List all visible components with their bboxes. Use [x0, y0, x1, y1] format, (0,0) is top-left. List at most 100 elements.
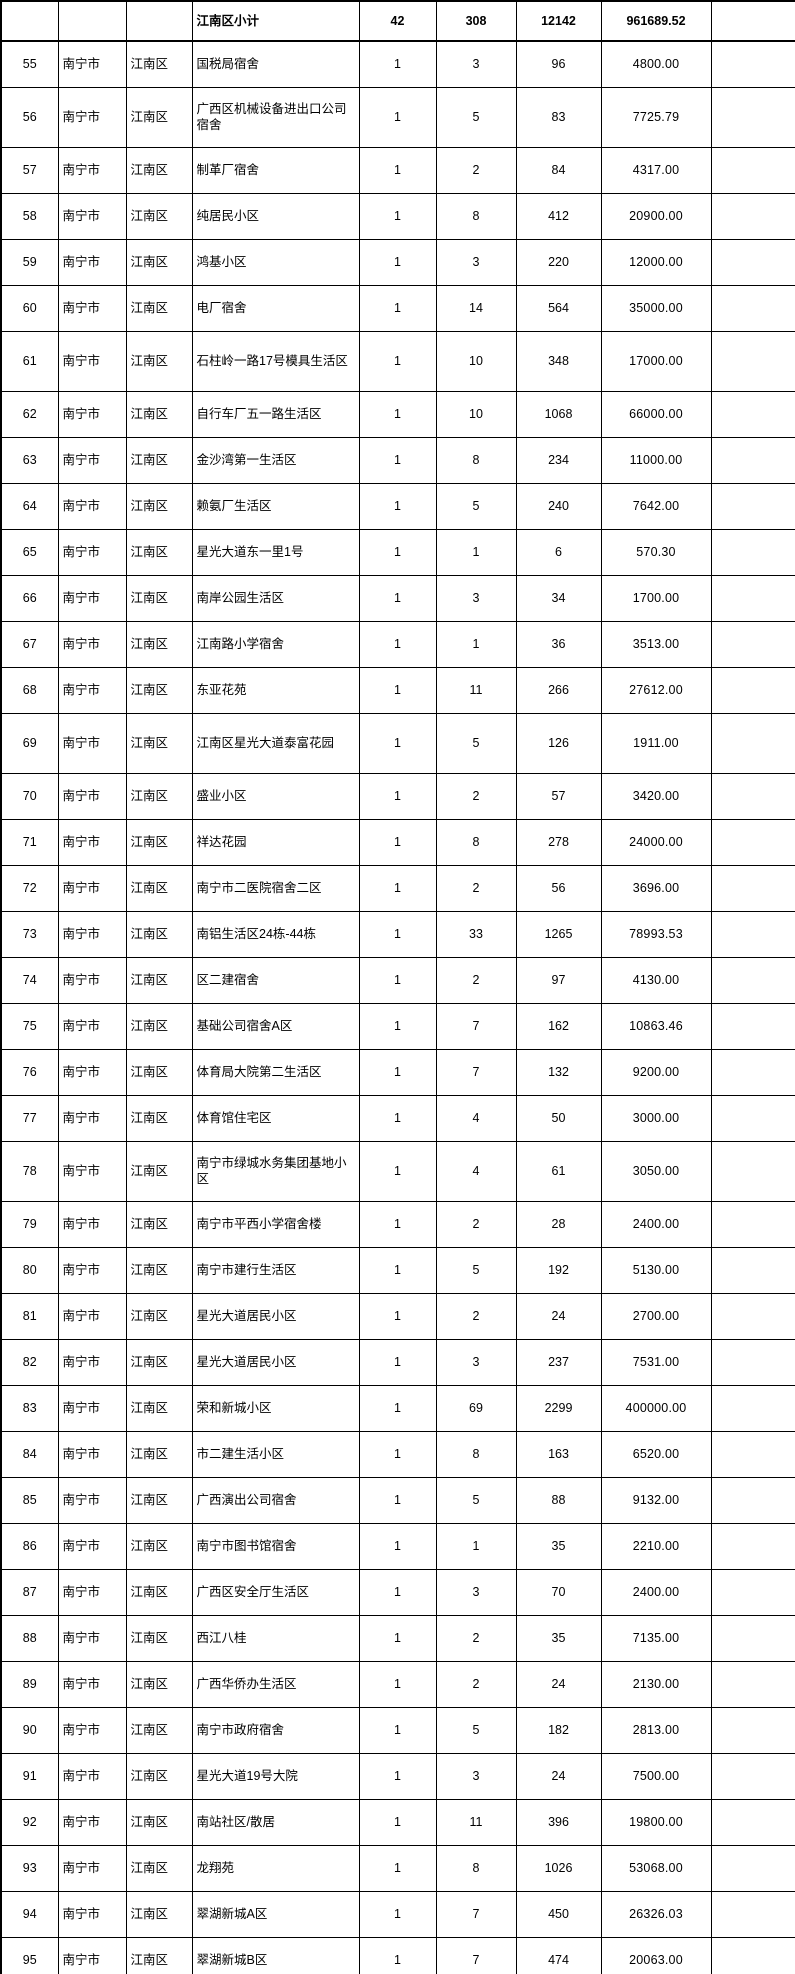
row-name-cell: 江南区星光大道泰富花园: [191, 712, 360, 774]
row-n1-cell: 1: [358, 1140, 437, 1202]
row-n1-cell: 1: [358, 436, 437, 484]
row-name-cell: 金沙湾第一生活区: [191, 436, 360, 484]
table-row[interactable]: 88 南宁市 江南区 西江八桂 1 2 35 7135.00: [0, 1614, 795, 1662]
table-row[interactable]: 61 南宁市 江南区 石柱岭一路17号模具生活区 1 10 348 17000.00: [0, 330, 795, 392]
row-name-cell: 星光大道居民小区: [191, 1338, 360, 1386]
row-district-cell: 江南区: [125, 284, 193, 332]
table-row[interactable]: 73 南宁市 江南区 南铝生活区24栋-44栋 1 33 1265 78993.53: [0, 910, 795, 958]
row-city-cell: 南宁市: [57, 1706, 127, 1754]
row-amount-cell: 35000.00: [600, 284, 712, 332]
table-row[interactable]: 81 南宁市 江南区 星光大道居民小区 1 2 24 2700.00: [0, 1292, 795, 1340]
row-district-cell: 江南区: [125, 1476, 193, 1524]
table-row[interactable]: 95 南宁市 江南区 翠湖新城B区 1 7 474 20063.00: [0, 1936, 795, 1974]
row-district-cell: 江南区: [125, 40, 193, 88]
row-district-cell: 江南区: [125, 1338, 193, 1386]
row-index-cell: 90: [0, 1706, 59, 1754]
row-amount-cell: 11000.00: [600, 436, 712, 484]
row-note-cell: [710, 390, 795, 438]
row-city-cell: 南宁市: [57, 482, 127, 530]
row-amount-cell: 2400.00: [600, 1568, 712, 1616]
table-row[interactable]: 59 南宁市 江南区 鸿基小区 1 3 220 12000.00: [0, 238, 795, 286]
row-n2-cell: 3: [435, 1568, 517, 1616]
row-amount-cell: 570.30: [600, 528, 712, 576]
table-row[interactable]: 60 南宁市 江南区 电厂宿舍 1 14 564 35000.00: [0, 284, 795, 332]
subtotal-note-cell: [710, 0, 795, 42]
table-row[interactable]: 65 南宁市 江南区 星光大道东一里1号 1 1 6 570.30: [0, 528, 795, 576]
table-row[interactable]: 63 南宁市 江南区 金沙湾第一生活区 1 8 234 11000.00: [0, 436, 795, 484]
table-row[interactable]: 75 南宁市 江南区 基础公司宿舍A区 1 7 162 10863.46: [0, 1002, 795, 1050]
table-row[interactable]: 56 南宁市 江南区 广西区机械设备进出口公司宿舍 1 5 83 7725.79: [0, 86, 795, 148]
table-row[interactable]: 82 南宁市 江南区 星光大道居民小区 1 3 237 7531.00: [0, 1338, 795, 1386]
row-n1-cell: 1: [358, 1476, 437, 1524]
row-n1-cell: 1: [358, 864, 437, 912]
table-row[interactable]: 83 南宁市 江南区 荣和新城小区 1 69 2299 400000.00: [0, 1384, 795, 1432]
row-index-cell: 71: [0, 818, 59, 866]
table-row[interactable]: 87 南宁市 江南区 广西区安全厅生活区 1 3 70 2400.00: [0, 1568, 795, 1616]
row-name-cell: 南宁市绿城水务集团基地小区: [191, 1140, 360, 1202]
row-name-cell: 广西区安全厅生活区: [191, 1568, 360, 1616]
table-row[interactable]: 57 南宁市 江南区 制革厂宿舍 1 2 84 4317.00: [0, 146, 795, 194]
row-district-cell: 江南区: [125, 864, 193, 912]
row-amount-cell: 4130.00: [600, 956, 712, 1004]
table-row[interactable]: 62 南宁市 江南区 自行车厂五一路生活区 1 10 1068 66000.00: [0, 390, 795, 438]
row-city-cell: 南宁市: [57, 86, 127, 148]
table-row[interactable]: 80 南宁市 江南区 南宁市建行生活区 1 5 192 5130.00: [0, 1246, 795, 1294]
row-name-cell: 市二建生活小区: [191, 1430, 360, 1478]
row-city-cell: 南宁市: [57, 910, 127, 958]
row-city-cell: 南宁市: [57, 1002, 127, 1050]
row-note-cell: [710, 1798, 795, 1846]
row-district-cell: 江南区: [125, 666, 193, 714]
table-row[interactable]: 74 南宁市 江南区 区二建宿舍 1 2 97 4130.00: [0, 956, 795, 1004]
table-row[interactable]: 91 南宁市 江南区 星光大道19号大院 1 3 24 7500.00: [0, 1752, 795, 1800]
row-name-cell: 南铝生活区24栋-44栋: [191, 910, 360, 958]
row-district-cell: 江南区: [125, 1048, 193, 1096]
table-row[interactable]: 71 南宁市 江南区 祥达花园 1 8 278 24000.00: [0, 818, 795, 866]
row-n3-cell: 35: [515, 1522, 602, 1570]
row-district-cell: 江南区: [125, 482, 193, 530]
table-row[interactable]: 68 南宁市 江南区 东亚花苑 1 11 266 27612.00: [0, 666, 795, 714]
table-row[interactable]: 66 南宁市 江南区 南岸公园生活区 1 3 34 1700.00: [0, 574, 795, 622]
table-row[interactable]: 64 南宁市 江南区 赖氨厂生活区 1 5 240 7642.00: [0, 482, 795, 530]
row-n2-cell: 2: [435, 1660, 517, 1708]
row-n2-cell: 8: [435, 1844, 517, 1892]
table-row[interactable]: 70 南宁市 江南区 盛业小区 1 2 57 3420.00: [0, 772, 795, 820]
row-n3-cell: 36: [515, 620, 602, 668]
row-amount-cell: 400000.00: [600, 1384, 712, 1432]
row-n2-cell: 7: [435, 1936, 517, 1974]
table-row[interactable]: 76 南宁市 江南区 体育局大院第二生活区 1 7 132 9200.00: [0, 1048, 795, 1096]
row-n3-cell: 412: [515, 192, 602, 240]
row-name-cell: 赖氨厂生活区: [191, 482, 360, 530]
table-row[interactable]: 92 南宁市 江南区 南站社区/散居 1 11 396 19800.00: [0, 1798, 795, 1846]
row-amount-cell: 53068.00: [600, 1844, 712, 1892]
table-row[interactable]: 79 南宁市 江南区 南宁市平西小学宿舍楼 1 2 28 2400.00: [0, 1200, 795, 1248]
subtotal-name-cell: 江南区小计: [191, 0, 360, 42]
row-district-cell: 江南区: [125, 818, 193, 866]
table-row[interactable]: 89 南宁市 江南区 广西华侨办生活区 1 2 24 2130.00: [0, 1660, 795, 1708]
table-row[interactable]: 94 南宁市 江南区 翠湖新城A区 1 7 450 26326.03: [0, 1890, 795, 1938]
row-n1-cell: 1: [358, 1844, 437, 1892]
row-n1-cell: 1: [358, 1292, 437, 1340]
table-row[interactable]: 58 南宁市 江南区 纯居民小区 1 8 412 20900.00: [0, 192, 795, 240]
table-row[interactable]: 85 南宁市 江南区 广西演出公司宿舍 1 5 88 9132.00: [0, 1476, 795, 1524]
table-row[interactable]: 77 南宁市 江南区 体育馆住宅区 1 4 50 3000.00: [0, 1094, 795, 1142]
table-row[interactable]: 90 南宁市 江南区 南宁市政府宿舍 1 5 182 2813.00: [0, 1706, 795, 1754]
table-row[interactable]: 67 南宁市 江南区 江南路小学宿舍 1 1 36 3513.00: [0, 620, 795, 668]
row-note-cell: [710, 146, 795, 194]
table-row[interactable]: 69 南宁市 江南区 江南区星光大道泰富花园 1 5 126 1911.00: [0, 712, 795, 774]
row-n3-cell: 34: [515, 574, 602, 622]
row-n1-cell: 1: [358, 1430, 437, 1478]
row-amount-cell: 3050.00: [600, 1140, 712, 1202]
row-note-cell: [710, 1048, 795, 1096]
table-row[interactable]: 86 南宁市 江南区 南宁市图书馆宿舍 1 1 35 2210.00: [0, 1522, 795, 1570]
row-city-cell: 南宁市: [57, 1292, 127, 1340]
table-row[interactable]: 78 南宁市 江南区 南宁市绿城水务集团基地小区 1 4 61 3050.00: [0, 1140, 795, 1202]
row-n1-cell: 1: [358, 330, 437, 392]
table-row[interactable]: 93 南宁市 江南区 龙翔苑 1 8 1026 53068.00: [0, 1844, 795, 1892]
row-note-cell: [710, 1752, 795, 1800]
table-row[interactable]: 72 南宁市 江南区 南宁市二医院宿舍二区 1 2 56 3696.00: [0, 864, 795, 912]
table-row[interactable]: 55 南宁市 江南区 国税局宿舍 1 3 96 4800.00: [0, 40, 795, 88]
row-index-cell: 74: [0, 956, 59, 1004]
row-n3-cell: 61: [515, 1140, 602, 1202]
table-row[interactable]: 84 南宁市 江南区 市二建生活小区 1 8 163 6520.00: [0, 1430, 795, 1478]
